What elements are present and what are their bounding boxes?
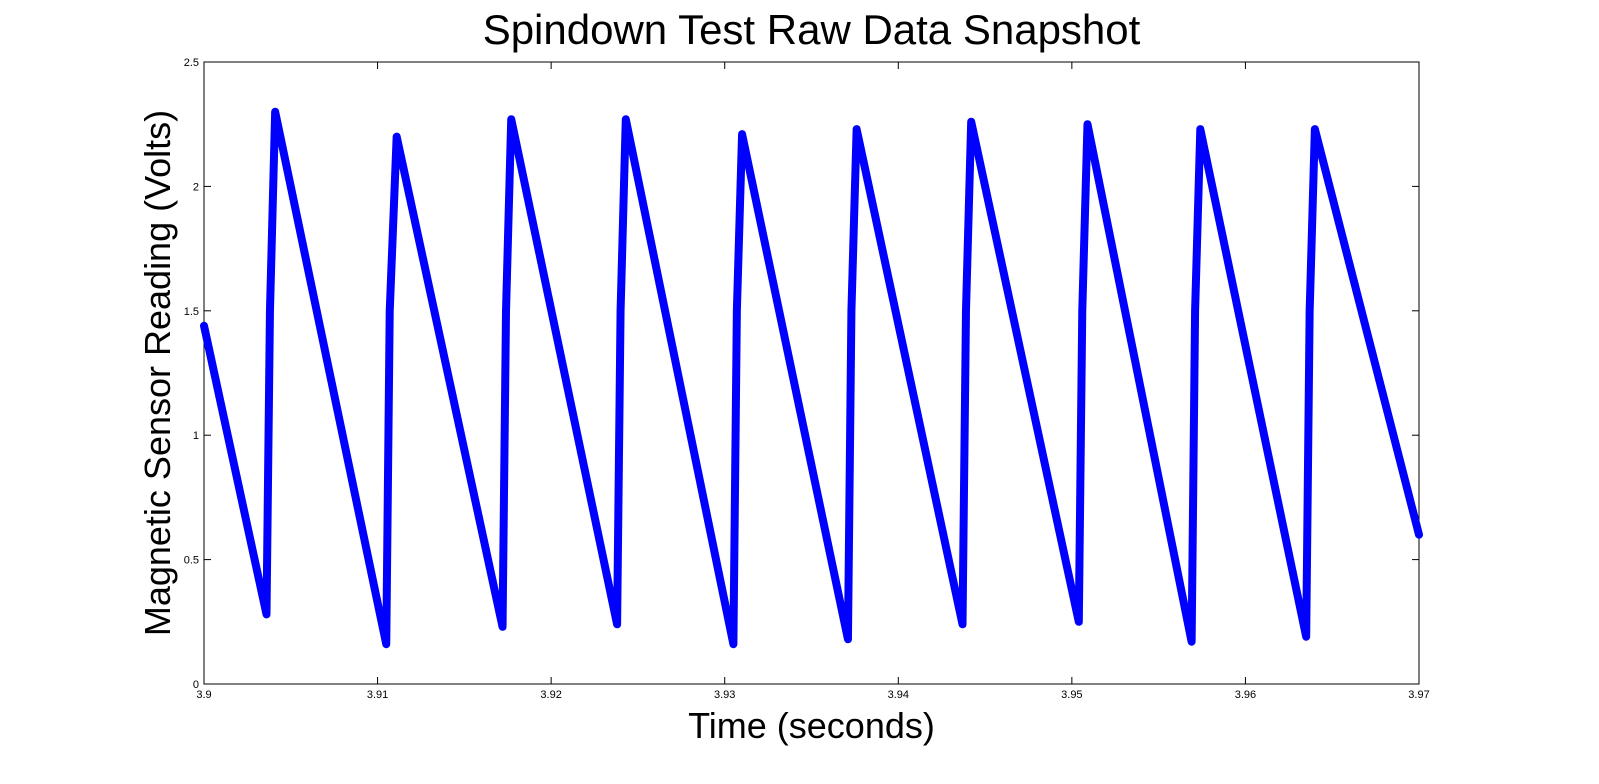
data-point [848, 307, 855, 314]
x-axis-ticks: 3.9 3.91 3.92 3.93 3.94 3.95 3.96 3.97 [196, 62, 1430, 701]
data-point [266, 307, 273, 314]
data-point [263, 611, 270, 618]
series-layer [200, 107, 1423, 649]
x-tick-label: 3.95 [1061, 689, 1082, 701]
data-point [1303, 633, 1310, 640]
x-tick-label: 3.93 [714, 689, 735, 701]
data-point [617, 307, 624, 314]
data-point [393, 133, 400, 140]
data-point [853, 126, 860, 133]
data-point [1306, 307, 1313, 314]
data-point [386, 307, 393, 314]
x-axis-label: Time (seconds) [688, 705, 935, 746]
y-tick-label: 1.5 [184, 306, 199, 318]
x-tick-label: 3.91 [367, 689, 388, 701]
data-point [1084, 121, 1091, 128]
y-tick-label: 1 [193, 430, 199, 442]
data-point [1311, 126, 1318, 133]
data-point [272, 108, 279, 115]
data-point [383, 641, 390, 648]
data-point [968, 118, 975, 125]
data-point [844, 636, 851, 643]
chart-title: Spindown Test Raw Data Snapshot [483, 6, 1141, 53]
data-point [614, 621, 621, 628]
data-point [962, 307, 969, 314]
x-tick-label: 3.94 [888, 689, 909, 701]
data-point [739, 131, 746, 138]
y-tick-label: 2 [193, 181, 199, 193]
data-point [1192, 307, 1199, 314]
data-point [733, 307, 740, 314]
x-tick-label: 3.96 [1235, 689, 1256, 701]
data-point [622, 116, 629, 123]
data-point [730, 641, 737, 648]
data-point [1075, 618, 1082, 625]
y-axis-ticks: 0 0.5 1 1.5 2 2.5 [184, 57, 1419, 691]
data-point [1188, 638, 1195, 645]
y-tick-label: 0.5 [184, 555, 199, 567]
data-point [499, 623, 506, 630]
data-point [959, 621, 966, 628]
data-point [1197, 126, 1204, 133]
data-point [503, 307, 510, 314]
x-tick-label: 3.97 [1408, 689, 1429, 701]
y-tick-label: 2.5 [184, 57, 199, 69]
y-tick-label: 0 [193, 679, 199, 691]
data-point [508, 116, 515, 123]
data-point [201, 322, 207, 329]
data-point [1416, 531, 1422, 538]
data-point [1079, 307, 1086, 314]
series-line [200, 107, 1423, 649]
x-tick-label: 3.92 [540, 689, 561, 701]
y-axis-label: Magnetic Sensor Reading (Volts) [137, 110, 178, 636]
x-tick-label: 3.9 [196, 689, 211, 701]
